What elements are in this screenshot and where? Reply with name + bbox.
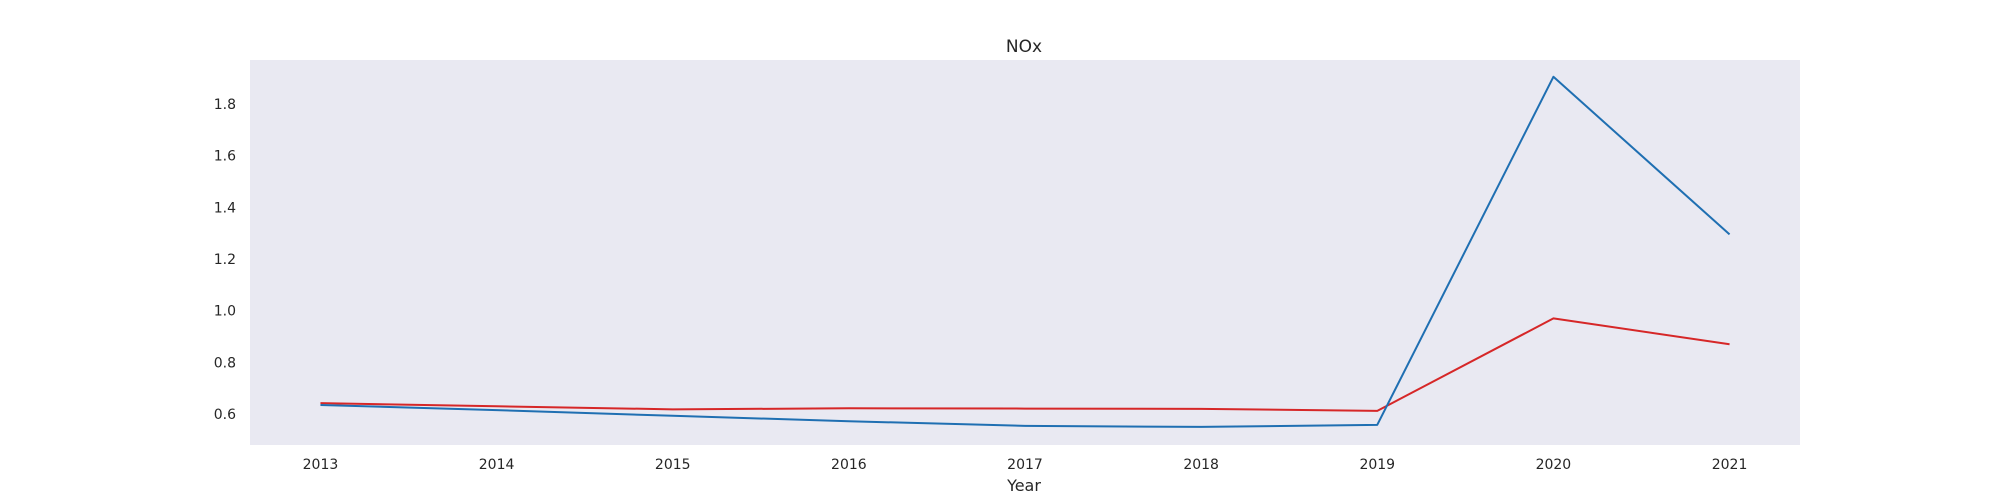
x-tick-label: 2020 bbox=[1536, 457, 1572, 473]
x-tick-label: 2016 bbox=[831, 457, 867, 473]
x-axis-label: Year bbox=[1006, 476, 1041, 495]
y-tick-label: 1.2 bbox=[214, 252, 236, 268]
y-tick-label: 1.6 bbox=[214, 149, 236, 165]
series-layer bbox=[320, 75, 1731, 428]
y-tick-label: 1.8 bbox=[214, 97, 236, 113]
x-tick-label: 2019 bbox=[1359, 457, 1395, 473]
y-tick-label: 1.0 bbox=[214, 304, 236, 320]
series-line-1 bbox=[320, 75, 1731, 428]
x-tick-label: 2018 bbox=[1183, 457, 1219, 473]
x-tick-label: 2021 bbox=[1712, 457, 1748, 473]
plot-area bbox=[250, 60, 1800, 445]
y-tick-label: 0.8 bbox=[214, 355, 236, 371]
y-tick-label: 0.6 bbox=[214, 407, 236, 423]
x-tick-label: 2013 bbox=[303, 457, 339, 473]
chart-title: NOx bbox=[1006, 37, 1042, 57]
x-tick-label: 2014 bbox=[479, 457, 515, 473]
y-tick-label: 1.4 bbox=[214, 200, 236, 216]
y-axis-ticks: 0.6 0.8 1.0 1.2 1.4 1.6 1.8 bbox=[214, 97, 236, 423]
x-axis-ticks: 2013 2014 2015 2016 2017 2018 2019 2020 2021 bbox=[303, 457, 1748, 473]
x-tick-label: 2015 bbox=[655, 457, 691, 473]
x-tick-label: 2017 bbox=[1007, 457, 1043, 473]
series-line-2 bbox=[320, 317, 1730, 412]
